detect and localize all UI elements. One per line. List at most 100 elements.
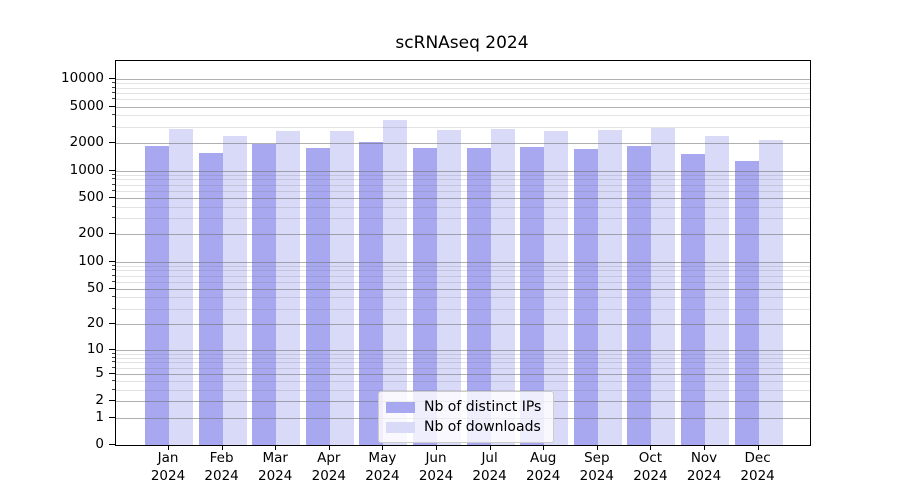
y-minortick-3 xyxy=(112,388,115,390)
y-minortick-8000 xyxy=(112,86,115,88)
x-tick-label-jan: Jan 2024 xyxy=(136,450,200,485)
bar-nb-of-downloads-sep xyxy=(597,129,622,445)
x-tick-label-dec: Dec 2024 xyxy=(726,450,790,485)
gridline-major-5000 xyxy=(116,106,810,108)
y-minortick-7000 xyxy=(112,92,115,94)
bar-nb-of-downloads-dec xyxy=(758,139,783,445)
y-tick-label-200: 200 xyxy=(78,225,104,242)
x-tick-label-mar: Mar 2024 xyxy=(243,450,307,485)
x-tick-label-jun: Jun 2024 xyxy=(404,450,468,485)
bar-nb-of-downloads-nov xyxy=(705,135,729,445)
y-minortick-6 xyxy=(112,366,115,368)
x-tick-label-aug: Aug 2024 xyxy=(511,450,575,485)
y-tick-label-1: 1 xyxy=(95,408,104,425)
y-minortick-800 xyxy=(112,178,115,180)
bar-nb-of-distinct-ips-oct xyxy=(627,146,652,445)
x-label-year: 2024 xyxy=(686,467,722,484)
x-tick-oct xyxy=(650,445,652,450)
legend-swatch-downloads xyxy=(386,421,415,433)
x-tick-jul xyxy=(489,445,491,450)
gridline-minor-7 xyxy=(116,362,810,364)
gridline-major-2000 xyxy=(116,142,810,144)
x-label-year: 2024 xyxy=(365,467,400,484)
y-tick-label-500: 500 xyxy=(78,189,104,205)
gridline-minor-6000 xyxy=(116,99,810,101)
bar-nb-of-downloads-mar xyxy=(276,130,301,445)
x-label-month: Apr xyxy=(317,450,341,466)
x-label-month: Nov xyxy=(690,450,718,466)
y-tick-1 xyxy=(109,416,115,418)
y-minortick-40 xyxy=(112,296,115,298)
gridline-major-10 xyxy=(116,349,810,351)
x-label-month: Aug xyxy=(530,450,557,466)
y-tick-2 xyxy=(109,400,115,402)
x-tick-feb xyxy=(221,445,223,450)
gridline-minor-4000 xyxy=(116,115,810,117)
gridline-minor-8 xyxy=(116,357,810,359)
x-tick-sep xyxy=(596,445,598,450)
y-minortick-300 xyxy=(112,217,115,219)
y-minortick-900 xyxy=(112,173,115,175)
y-minortick-30 xyxy=(112,307,115,309)
y-minortick-600 xyxy=(112,189,115,191)
y-minortick-60 xyxy=(112,280,115,282)
x-label-month: Oct xyxy=(638,450,663,466)
gridline-minor-70 xyxy=(116,275,810,277)
y-minortick-4000 xyxy=(112,114,115,116)
y-tick-5 xyxy=(109,372,115,374)
y-minortick-70 xyxy=(112,274,115,276)
gridline-minor-6 xyxy=(116,367,810,369)
x-label-year: 2024 xyxy=(418,467,454,484)
y-tick-label-10: 10 xyxy=(86,340,104,357)
gridline-major-500 xyxy=(116,198,810,199)
x-label-month: Jul xyxy=(481,450,498,466)
y-tick-label-0: 0 xyxy=(95,436,104,452)
x-tick-jan xyxy=(168,445,169,450)
gridline-minor-400 xyxy=(116,206,810,208)
gridline-minor-800 xyxy=(116,179,810,181)
y-tick-label-1000: 1000 xyxy=(69,161,104,178)
legend: Nb of distinct IPs Nb of downloads xyxy=(378,391,554,443)
x-tick-mar xyxy=(275,445,277,450)
y-minortick-700 xyxy=(112,183,115,185)
legend-label-distinct-ips: Nb of distinct IPs xyxy=(424,399,542,415)
y-tick-5000 xyxy=(109,105,115,107)
x-tick-label-oct: Oct 2024 xyxy=(618,450,682,485)
x-label-month: Sep xyxy=(584,450,610,466)
x-label-year: 2024 xyxy=(740,467,775,484)
legend-row-downloads: Nb of downloads xyxy=(386,417,545,437)
gridline-minor-8000 xyxy=(116,87,810,89)
x-tick-nov xyxy=(704,445,705,450)
x-tick-label-feb: Feb 2024 xyxy=(190,450,254,485)
legend-row-distinct-ips: Nb of distinct IPs xyxy=(386,397,545,417)
gridline-minor-900 xyxy=(116,174,810,176)
y-tick-200 xyxy=(109,233,115,235)
y-minortick-9 xyxy=(112,352,115,354)
y-tick-label-2000: 2000 xyxy=(69,133,104,150)
bar-nb-of-distinct-ips-dec xyxy=(734,160,759,445)
x-label-month: Feb xyxy=(209,450,234,466)
x-label-year: 2024 xyxy=(579,467,614,484)
gridline-minor-3 xyxy=(116,389,810,391)
y-tick-label-100: 100 xyxy=(78,252,104,269)
gridline-minor-600 xyxy=(116,190,810,192)
gridline-major-10000 xyxy=(116,79,810,80)
x-label-month: Jan xyxy=(157,450,179,466)
gridline-major-5 xyxy=(116,373,810,375)
bar-nb-of-distinct-ips-apr xyxy=(305,148,330,445)
gridline-major-50 xyxy=(116,288,810,290)
y-minortick-400 xyxy=(112,205,115,207)
x-tick-jun xyxy=(436,445,437,450)
gridline-minor-9 xyxy=(116,353,810,355)
bar-nb-of-downloads-may xyxy=(383,120,408,445)
gridline-minor-9000 xyxy=(116,83,810,85)
x-label-month: Dec xyxy=(744,450,771,466)
gridline-minor-90 xyxy=(116,265,810,267)
y-tick-10000 xyxy=(109,78,115,79)
bar-nb-of-distinct-ips-mar xyxy=(252,143,277,445)
y-tick-label-2: 2 xyxy=(95,392,104,409)
gridline-minor-80 xyxy=(116,270,810,272)
gridline-major-20 xyxy=(116,324,810,325)
y-tick-label-10000: 10000 xyxy=(61,70,104,86)
